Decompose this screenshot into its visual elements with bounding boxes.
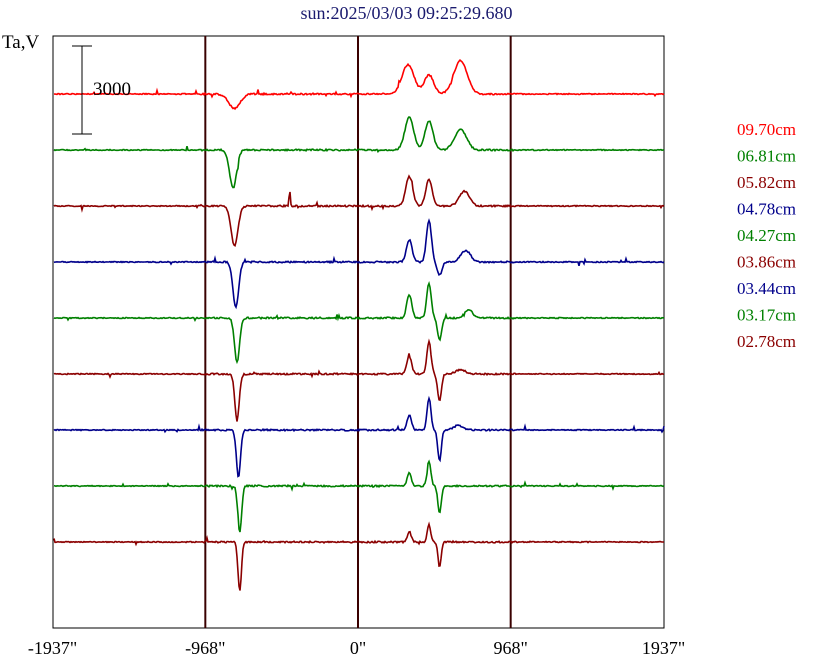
divider-lines bbox=[204, 36, 512, 628]
x-tick-label: 968" bbox=[493, 638, 527, 658]
legend: 09.70cm 06.81cm 05.82cm 04.78cm 04.27cm 03.86… bbox=[737, 120, 796, 351]
legend-item-06.81cm: 06.81cm bbox=[737, 147, 796, 166]
x-tick-label: 0" bbox=[350, 638, 366, 658]
scale-bar-label: 3000 bbox=[93, 79, 131, 100]
trace-03.86cm bbox=[53, 338, 665, 422]
trace-04.78cm bbox=[53, 218, 665, 310]
x-tick-label: -968" bbox=[185, 638, 225, 658]
scale-bar: 3000 bbox=[72, 45, 131, 135]
x-tick-label: -1937" bbox=[28, 638, 77, 658]
trace-06.81cm bbox=[53, 116, 665, 189]
trace-02.78cm bbox=[53, 521, 664, 591]
trace-05.82cm bbox=[53, 174, 665, 248]
legend-item-03.86cm: 03.86cm bbox=[737, 253, 796, 272]
chart-title: sun:2025/03/03 09:25:29.680 bbox=[300, 3, 513, 23]
y-axis-label: Ta,V bbox=[2, 32, 39, 53]
legend-item-04.27cm: 04.27cm bbox=[737, 226, 796, 245]
trace-03.44cm bbox=[53, 395, 665, 478]
legend-item-05.82cm: 05.82cm bbox=[737, 173, 796, 192]
trace-04.27cm bbox=[53, 281, 664, 365]
x-tick-labels: -1937" -968" 0" 968" 1937" bbox=[28, 638, 685, 658]
legend-item-02.78cm: 02.78cm bbox=[737, 332, 796, 351]
trace-09.70cm bbox=[53, 58, 665, 111]
trace-group bbox=[53, 58, 665, 591]
legend-item-04.78cm: 04.78cm bbox=[737, 200, 796, 219]
x-tick-label: 1937" bbox=[642, 638, 685, 658]
legend-item-09.70cm: 09.70cm bbox=[737, 120, 796, 139]
legend-item-03.44cm: 03.44cm bbox=[737, 279, 796, 298]
legend-item-03.17cm: 03.17cm bbox=[737, 306, 796, 325]
trace-03.17cm bbox=[53, 459, 665, 533]
